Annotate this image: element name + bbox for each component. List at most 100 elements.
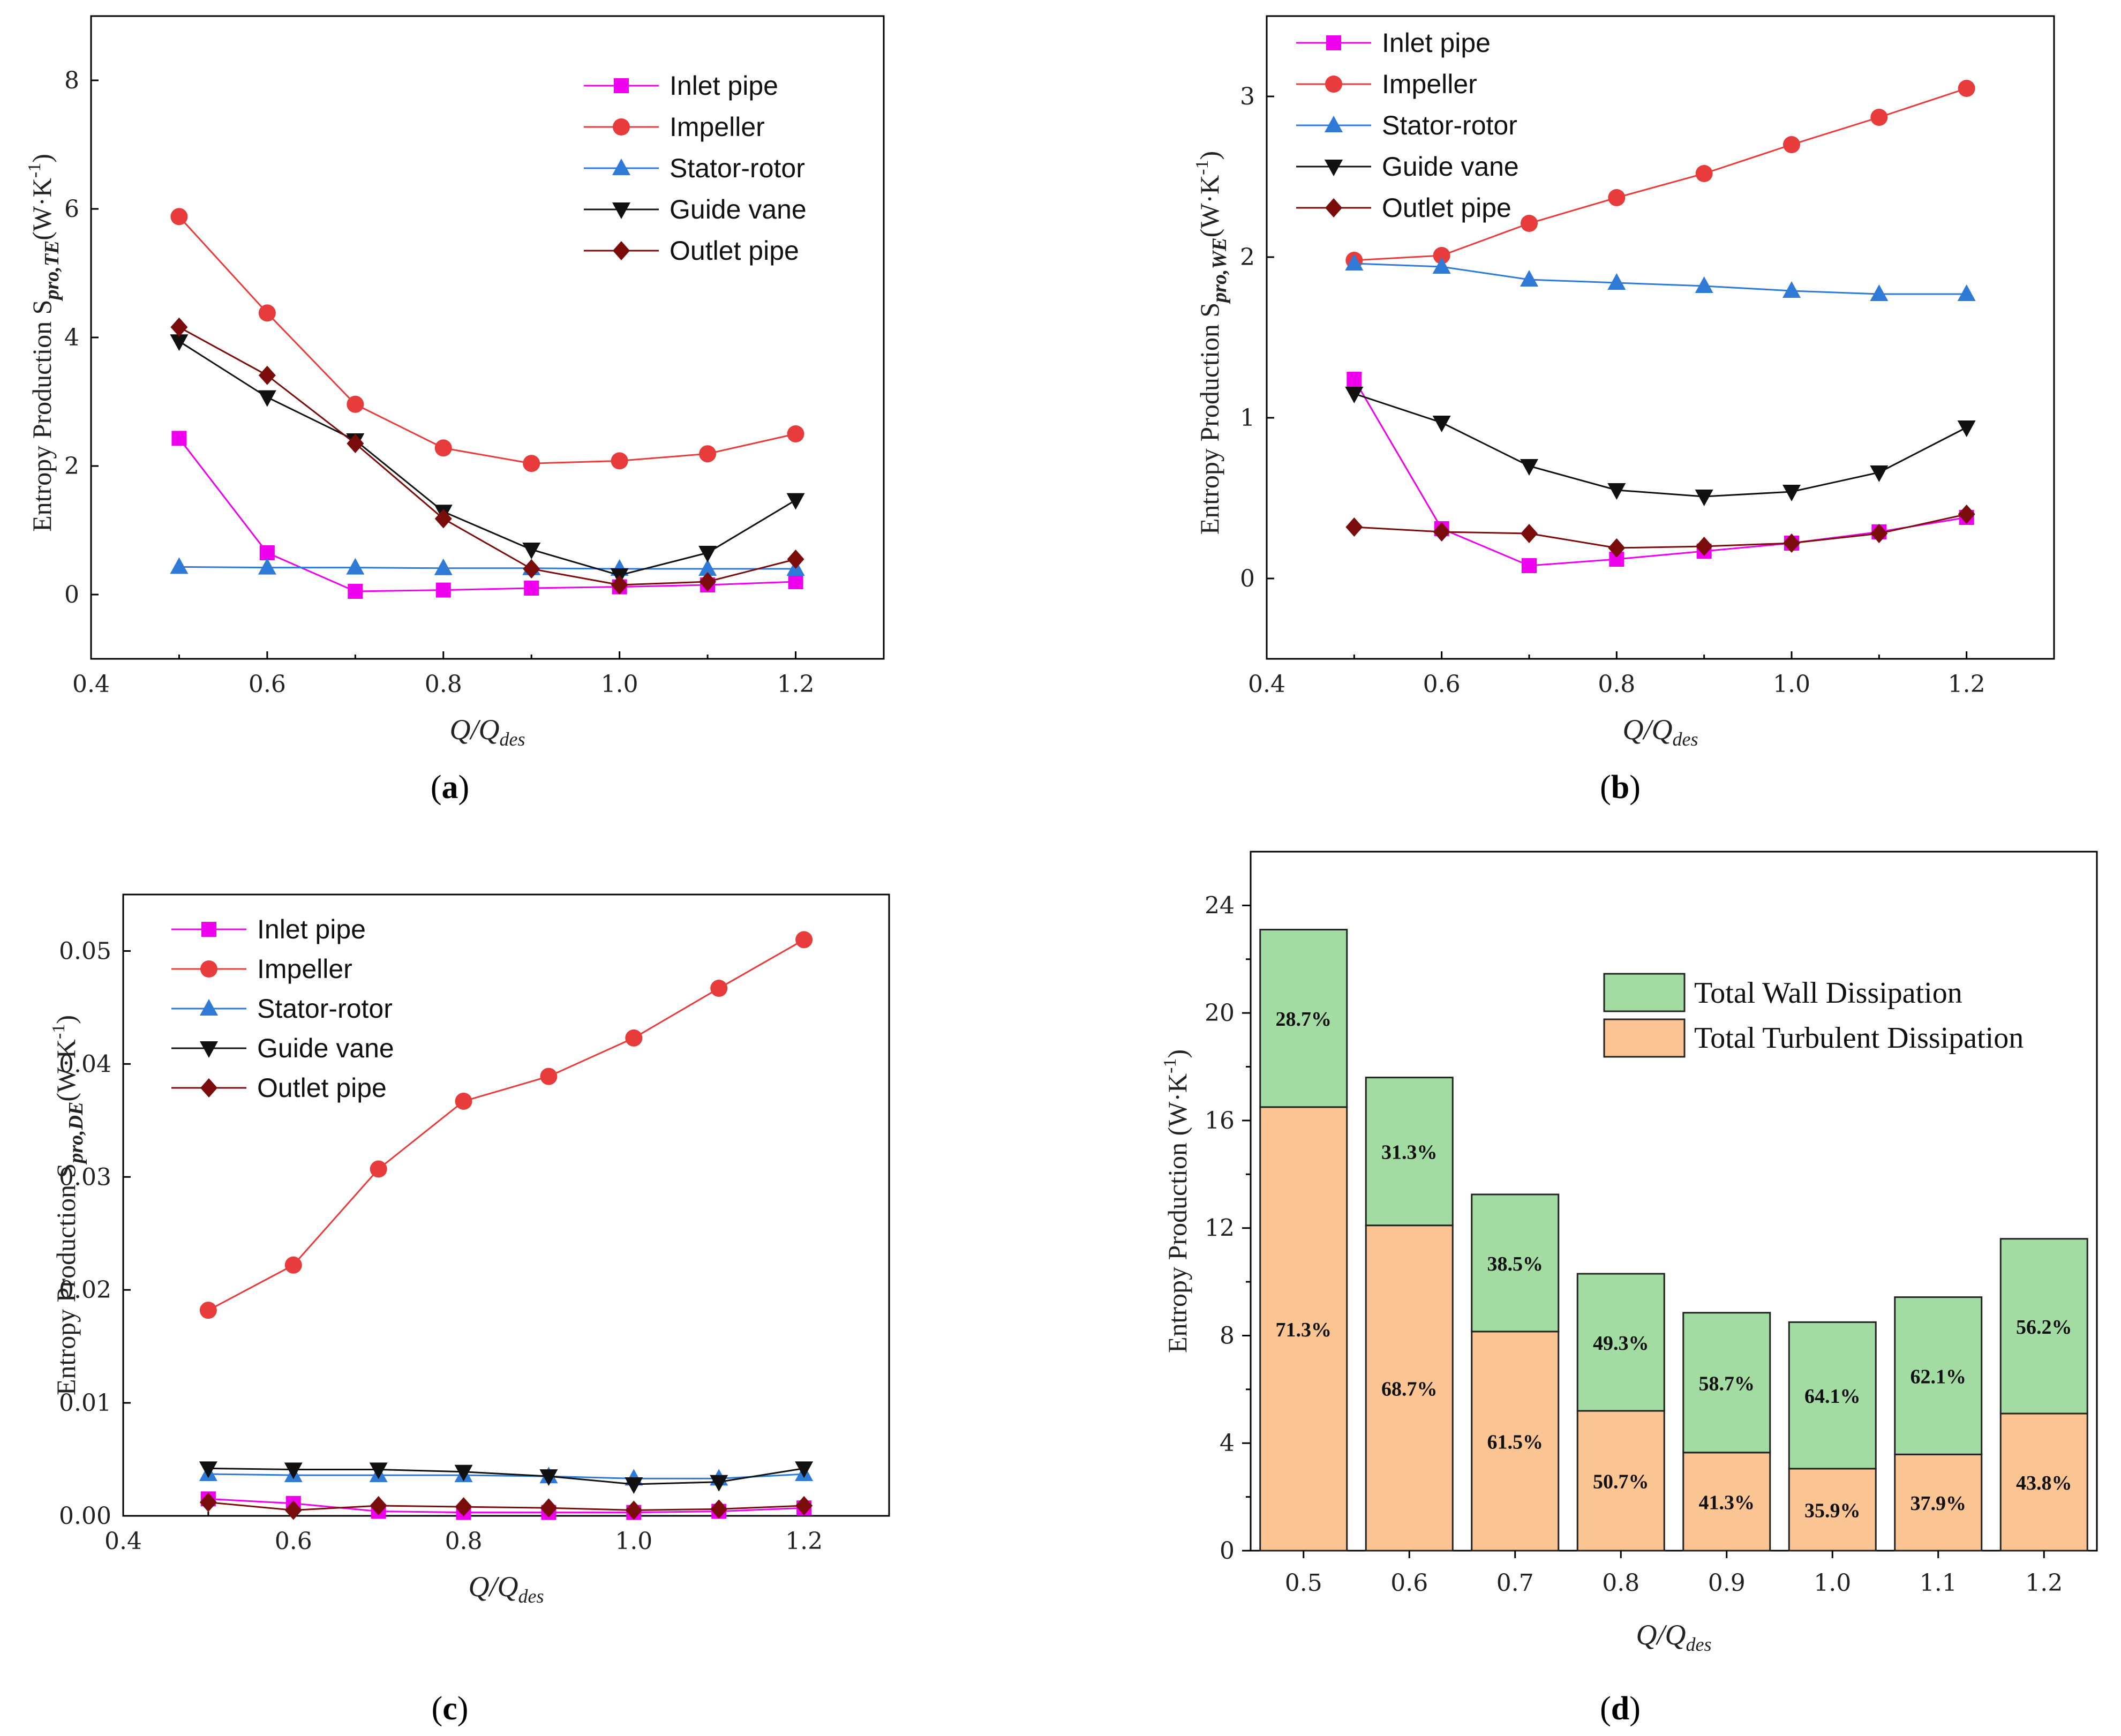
bar-wall [1576,1273,1665,1412]
plot-frame [1266,15,2055,660]
y-tick-label: 0.04 [59,1050,111,1078]
series-line-impeller [208,939,804,1311]
legend-entry-inlet-pipe: Inlet pipe [584,71,778,101]
legend-label: Impeller [1382,69,1477,99]
legend-label: Outlet pipe [670,236,799,266]
chart-panel-a: 0.4 0.6 0.8 1.0 1.2 0 2 4 6 8 Entropy Production S… [25,15,885,806]
data-point-inlet-pipe [1347,372,1362,387]
data-point-impeller [523,455,540,472]
panel-label: (b) [1600,769,1641,806]
data-point-guide-vane [1957,420,1976,437]
legend-entry-outlet-pipe: Outlet pipe [584,236,799,266]
series-impeller [170,208,804,472]
y-axis-label-unit: (W·K [27,178,57,241]
data-point-inlet-pipe [1522,558,1537,573]
data-point-outlet-pipe [1345,517,1363,537]
series-line-impeller [1354,87,1967,261]
y-axis-label: Entropy Production (W·K-1) [1160,1049,1192,1353]
bar-wall [1894,1296,1983,1455]
data-point-impeller [540,1068,558,1085]
x-tick-label: 1.1 [1920,1569,1957,1597]
x-tick-label: 0.9 [1708,1569,1746,1597]
data-point-inlet-pipe [259,545,275,560]
data-point-impeller [710,980,728,997]
data-point-outlet-pipe [1433,522,1450,542]
bar-label-wall: 38.5% [1487,1253,1544,1275]
data-point-stator-rotor [1432,257,1451,274]
x-tick-label: 1.2 [777,671,815,698]
plot-frame [1250,851,2098,1552]
legend-label: Guide vane [1382,152,1519,182]
x-axis-label-main: Q/Q [1623,713,1673,746]
series-guide-vane [199,1461,814,1494]
y-tick-label: 4 [64,324,79,351]
data-point-impeller [1521,215,1538,232]
y-axis-label-sup: -1 [1192,160,1212,175]
data-point-stator-rotor [1520,270,1538,287]
y-tick-label: 0 [1220,1537,1235,1565]
data-point-guide-vane [786,493,805,510]
x-tick-label: 0.8 [1602,1569,1639,1597]
y-tick-label: 24 [1205,892,1235,919]
series-line-stator-rotor [179,566,796,570]
x-axis-label-sub: des [1673,728,1698,750]
panel-label: (c) [432,1690,469,1727]
data-point-stator-rotor [698,559,717,576]
data-point-impeller [1695,165,1713,182]
data-point-guide-vane [1432,416,1451,432]
data-point-guide-vane [199,1461,217,1478]
x-tick-label: 1.0 [601,671,638,698]
x-axis-label-main: Q/Q [469,1570,518,1603]
data-point-impeller [625,1029,643,1047]
x-tick-label: 1.0 [1773,671,1810,698]
series-guide-vane [1345,387,1976,506]
panel-label-paren: ) [457,1690,469,1727]
legend-label: Inlet pipe [670,71,778,101]
legend-marker [200,960,217,978]
data-point-outlet-pipe [699,572,717,591]
data-point-inlet-pipe [788,574,803,589]
y-axis-label-close: ) [27,154,57,163]
legend-entry-inlet-pipe: Inlet pipe [1296,28,1491,58]
bar-label-wall: 62.1% [1911,1365,1967,1388]
legend-label: Inlet pipe [257,914,366,944]
legend-entry-stator-rotor: Stator-rotor [584,153,805,183]
data-point-outlet-pipe [710,1499,728,1519]
data-point-guide-vane [369,1462,388,1479]
series-outlet-pipe [1345,505,1975,558]
x-tick-label: 0.8 [445,1528,483,1555]
bar-turbulent [1894,1453,1983,1552]
data-point-guide-vane [1782,485,1801,501]
legend-marker [1325,116,1343,132]
series-line-inlet-pipe [208,1498,804,1514]
legend-marker [1326,35,1341,50]
series-line-guide-vane [1353,393,1967,498]
x-tick-label: 1.2 [2025,1569,2063,1597]
y-tick-label: 20 [1205,999,1235,1027]
data-point-inlet-pipe [348,584,363,599]
series-guide-vane [170,334,805,585]
series-outlet-pipe [170,317,804,595]
bar-label-wall: 56.2% [2016,1316,2072,1339]
bar-wall [1365,1077,1454,1227]
x-axis-label-sub: des [1686,1634,1712,1655]
legend-entry-impeller: Impeller [1296,69,1477,99]
data-point-outlet-pipe [1783,533,1800,553]
legend-label: Outlet pipe [257,1073,387,1103]
legend-marker [612,159,630,175]
series-line-stator-rotor [1354,262,1967,295]
series-line-guide-vane [208,1467,804,1485]
legend-swatch-turbulent [1603,1018,1686,1058]
legend-marker [613,241,630,260]
bar-turbulent [1999,1412,2088,1552]
data-point-outlet-pipe [370,1496,387,1516]
panel-label-paren: ( [1600,769,1611,806]
legend-entry-stator-rotor: Stator-rotor [171,994,393,1024]
series-line-inlet-pipe [1353,379,1967,567]
x-tick-label: 1.2 [1948,671,1985,698]
data-point-stator-rotor [170,557,189,574]
chart-panel-d: 0 4 8 12 16 20 24 71.3% 28.7% 0.5 68.7% 31.3% 0.6 61.… [1160,851,2098,1727]
data-point-stator-rotor [258,558,276,575]
x-axis-label-sub: des [500,728,525,750]
